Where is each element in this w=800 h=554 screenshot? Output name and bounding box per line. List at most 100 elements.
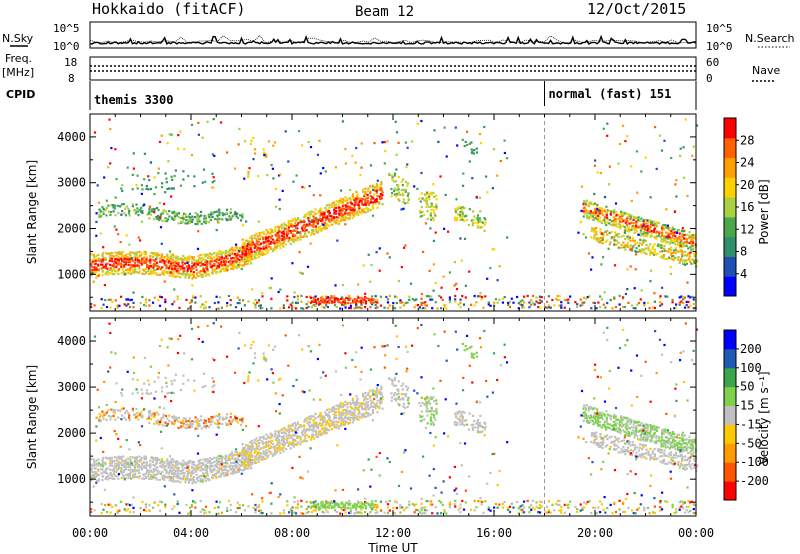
velocity-echo [176,469,179,472]
power-echo [339,199,342,203]
velocity-echo [433,416,436,419]
power-echo [521,303,524,307]
power-echo [174,265,177,268]
power-echo [228,217,231,220]
power-echo [460,209,463,212]
power-echo [567,298,570,301]
power-echo [317,297,320,301]
power-echo [206,253,209,256]
velocity-echo [163,460,166,463]
velocity-echo [114,408,117,412]
power-echo [333,296,336,300]
power-echo [216,251,219,254]
power-echo [592,237,595,240]
velocity-echo [271,439,274,442]
power-echo [322,226,325,229]
power-echo [149,161,152,164]
power-echo [638,220,641,223]
power-echo [233,252,237,255]
power-echo [325,204,329,207]
power-echo [622,219,625,222]
power-echo [506,236,509,239]
power-echo [312,214,315,217]
power-echo [283,222,286,225]
power-echo [331,223,334,226]
velocity-echo [192,480,195,484]
power-echo [370,198,373,201]
power-echo [299,233,302,236]
power-echo [664,295,667,298]
power-echo [499,159,502,163]
power-echo [333,304,337,307]
velocity-echo [289,434,292,437]
power-echo [106,267,109,270]
power-echo [91,260,94,263]
power-echo [479,210,482,213]
power-echo [453,284,456,287]
power-echo [678,296,681,299]
power-echo [622,246,625,249]
power-echo [118,256,121,259]
power-echo [432,263,435,266]
power-echo [325,295,328,298]
velocity-echo [102,470,105,473]
power-echo [595,237,598,240]
velocity-echo [287,428,290,431]
power-echo [251,241,254,244]
power-echo [215,272,218,275]
velocity-echo [199,415,203,418]
power-echo [587,210,590,213]
power-echo [315,220,318,224]
power-echo [631,247,634,250]
power-echo [241,243,244,246]
velocity-echo [357,413,360,416]
velocity-echo [91,473,94,477]
power-echo [115,178,118,181]
power-echo [144,253,148,256]
velocity-echo [184,481,187,484]
power-echo [656,225,659,228]
velocity-echo [168,419,171,423]
power-echo [165,260,168,263]
power-echo [262,236,265,239]
power-echo [255,256,258,260]
power-echo [153,193,156,196]
power-echo [303,227,306,230]
power-echo [294,219,297,222]
velocity-echo [145,465,148,468]
power-echo [640,170,643,173]
power-echo [481,295,484,299]
power-echo [144,261,147,264]
velocity-echo [317,435,320,438]
velocity-echo [245,457,248,460]
power-echo [179,268,182,271]
velocity-echo [366,404,369,407]
velocity-echo [251,445,254,448]
velocity-echo [628,434,631,437]
velocity-echo [179,481,182,484]
power-echo [118,258,121,261]
velocity-echo [165,465,168,468]
power-echo [588,201,591,204]
power-echo [193,216,197,219]
power-echo [312,220,315,223]
velocity-echo [324,432,327,435]
velocity-echo [115,459,118,462]
velocity-echo [201,467,204,471]
power-echo [195,262,199,265]
velocity-echo [314,417,317,420]
power-echo [316,299,319,302]
power-echo [430,204,433,207]
velocity-echo [355,401,358,405]
power-echo [215,254,218,257]
power-echo [231,252,234,255]
velocity-echo [593,407,597,410]
velocity-echo [275,439,278,442]
power-echo [185,298,188,301]
y-tick-label: 4000 [57,130,86,144]
velocity-echo [172,458,175,461]
power-echo [193,259,196,262]
power-echo [667,233,670,236]
power-echo [164,300,167,304]
velocity-echo [375,387,378,390]
